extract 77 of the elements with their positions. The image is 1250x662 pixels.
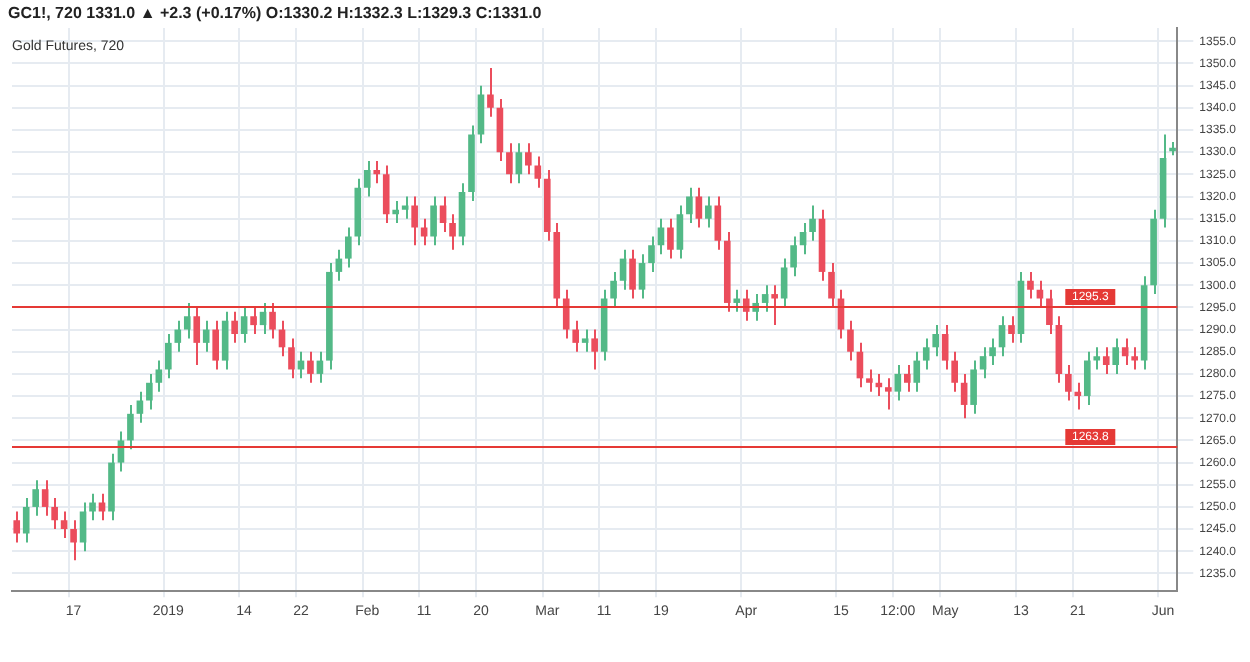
candlestick [231,310,238,344]
candlestick [506,142,513,185]
candlestick [534,155,542,189]
candlestick [411,195,418,247]
candlestick [202,319,210,353]
candlestick [960,372,968,420]
candlestick [221,310,229,371]
candlestick [1027,270,1034,300]
candlestick [345,226,352,269]
candlestick [1036,279,1044,309]
candlestick [562,288,570,340]
candlestick [998,315,1006,358]
candlestick [866,368,873,393]
candlestick [591,328,598,371]
candlestick [847,319,854,362]
candlestick [430,195,437,247]
candlestick [1112,337,1120,375]
candlestick [695,186,703,229]
candlestick [619,248,627,291]
candlestick [250,306,257,335]
candlestick [610,270,617,309]
candlestick [676,204,684,260]
candlestick [496,97,504,163]
candlestick [932,324,940,358]
candlestick [155,359,163,393]
candlestick [525,142,532,176]
candlestick [572,319,580,353]
candlestick [382,164,390,225]
candlestick [790,235,797,278]
candlestick [581,328,589,353]
candlestick [903,364,911,393]
candlestick [401,195,409,220]
candlestick [1046,288,1053,335]
candlestick [288,337,295,380]
candlestick [667,217,674,260]
candlestick [60,510,68,539]
chart-subtitle: GC1!, 720 1331.0 ▲ +2.3 (+0.17%) O:1330.2 H:1332.3 L:1329.3 C:1331.0 [8,4,542,22]
candlestick [885,377,892,411]
candlestick [127,403,134,451]
candlestick [183,301,191,340]
candlestick [373,160,381,185]
candlestick [913,350,921,393]
candlestick [648,235,655,273]
candlestick [165,332,172,380]
candlestick [269,301,276,340]
candlestick [629,248,636,300]
candlestick [761,284,769,313]
candlestick [193,306,201,367]
candlestick [1131,346,1138,371]
candlestick [307,350,314,384]
candlestick [13,510,21,544]
candlestick [146,372,153,411]
candlestick [733,288,741,313]
candlestick [714,195,722,251]
candlestick [705,195,712,229]
candlestick [922,337,930,371]
candlestick [828,262,835,309]
candlestick [458,182,466,247]
candlestick [686,186,693,225]
candlestick [240,306,248,344]
candlestick [638,253,646,300]
candlestick [780,257,788,309]
candlestick [174,319,182,353]
candlestick [487,66,494,118]
candlestick [1008,315,1015,344]
candlestick [363,160,371,198]
candlestick [771,284,778,327]
candlestick [32,479,39,517]
candlestick [392,199,400,225]
candlestick [970,359,977,415]
candlestick [22,497,30,544]
candlestick [515,142,523,185]
candlestick [1102,346,1110,375]
candlestick [894,364,902,402]
candlestick [212,319,220,371]
candlestick [1065,364,1072,402]
candlestick [70,519,77,562]
